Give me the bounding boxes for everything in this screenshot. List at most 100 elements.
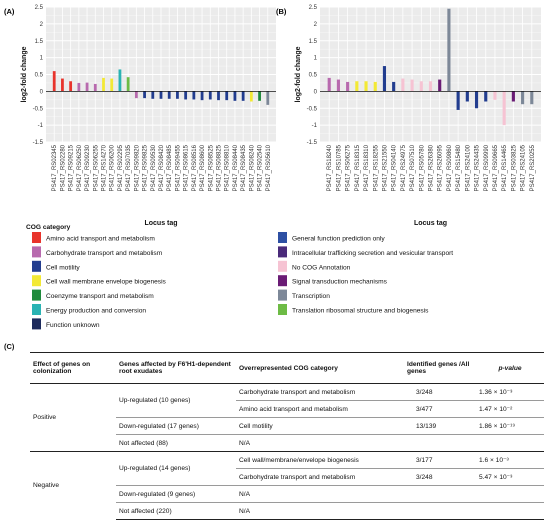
y-tick-label: -1: [312, 123, 318, 129]
bar: [428, 81, 433, 92]
legend-swatch: [278, 289, 287, 301]
legend-swatch: [32, 304, 41, 315]
table-row: Amino acid transport and metabolism 3/47…: [30, 400, 544, 418]
x-tick-label: PS417_RS02280: [60, 144, 66, 191]
bar: [355, 81, 359, 92]
y-tick-label: -0.5: [307, 106, 318, 112]
legend-swatch: [32, 246, 41, 258]
y-tick-label: 0.5: [309, 73, 318, 79]
y-tick-label: 0: [40, 89, 44, 95]
table-row: Down-regulated (17 genes) Cell motility …: [30, 417, 544, 435]
bar: [249, 91, 253, 102]
legend-item-label: Transcription: [292, 293, 330, 300]
x-tick-label: PS417_RS09825: [143, 144, 149, 191]
results-table: Effect of genes on colonization Genes af…: [30, 352, 544, 520]
bar: [233, 91, 237, 101]
y-axis-title: log2-fold change: [295, 46, 302, 102]
legend-item-label: Energy production and conversion: [46, 308, 146, 315]
bar: [364, 81, 368, 92]
cog-cell: Carbohydrate transport and metabolism: [239, 388, 356, 396]
bar: [69, 81, 73, 92]
p-value-cell: 5.47 × 10⁻³: [476, 468, 544, 486]
x-tick-label: PS417_RS07035: [126, 144, 132, 191]
cog-cell: N/A: [236, 434, 404, 452]
y-tick-label: -1: [38, 123, 44, 129]
y-tick-label: 2: [314, 22, 318, 28]
cog-cell: Cell motility: [236, 417, 404, 435]
legend-item-label: Translation ribosomal structure and biog…: [292, 308, 429, 315]
bar: [373, 81, 377, 92]
x-tick-label: PS417_RS09455: [175, 144, 181, 191]
legend-swatch: [278, 260, 287, 272]
table-row: Not affected (88) N/A: [30, 434, 544, 452]
bar: [346, 81, 350, 92]
bar: [225, 91, 229, 101]
header-effect: Effect of genes on colonization: [30, 352, 116, 384]
x-tick-label: PS417_RS03825: [511, 144, 517, 191]
legend-item-label: Amino acid transport and metabolism: [46, 236, 155, 243]
x-tick-label: PS417_RS24975: [401, 144, 407, 191]
y-tick-label: -1.5: [33, 140, 44, 146]
table-header-row: Effect of genes on colonization Genes af…: [30, 352, 544, 384]
effect-positive: Positive: [33, 414, 57, 421]
y-tick-label: 2: [40, 22, 44, 28]
x-tick-label: PS417_RS09230: [85, 144, 91, 191]
x-tick-label: PS417_RS18240: [327, 144, 333, 191]
y-tick-label: -0.5: [33, 106, 44, 112]
bar: [184, 91, 188, 100]
legend-swatch: [32, 318, 41, 330]
cog-cell: N/A: [236, 485, 404, 503]
legend-item-label: Intracellular trafficking secretion and …: [292, 250, 453, 257]
legend-swatch: [32, 260, 41, 272]
y-tick-label: 1.5: [35, 39, 44, 45]
x-tick-label: PS417_RS02345: [52, 144, 58, 191]
bar: [126, 77, 130, 92]
table-row: Negative Up-regulated (14 genes) Cell wa…: [30, 451, 544, 520]
x-tick-label: PS417_RS02295: [118, 144, 124, 191]
bar: [85, 82, 89, 92]
x-axis-title: Locus tag: [414, 220, 447, 227]
count-cell: 3/177: [404, 451, 476, 469]
x-tick-label: PS417_RS08516: [192, 144, 198, 191]
table-row: Positive Up-regulated (10 genes) Carbohy…: [30, 384, 544, 422]
y-tick-label: 0.5: [35, 73, 44, 79]
x-tick-label: PS417_RS20255: [530, 144, 536, 191]
bar: [167, 91, 171, 99]
x-tick-label: PS417_RS09530: [151, 144, 157, 191]
count-cell: 3/248: [404, 468, 476, 486]
table-row: Carbohydrate transport and metabolism 3/…: [30, 468, 544, 486]
group-label: Up-regulated (14 genes): [116, 451, 236, 486]
x-tick-label: PS417_RS08525: [208, 144, 214, 191]
x-tick-label: PS417_RS09860: [447, 144, 453, 191]
bar: [52, 71, 56, 92]
legend-item-label: Cell motility: [46, 264, 80, 271]
x-tick-label: PS417_RS09215: [69, 144, 75, 191]
bar: [465, 91, 469, 102]
y-tick-label: 0: [314, 89, 318, 95]
legend-item-label: Cell wall membrane envelope biogenesis: [46, 279, 167, 286]
x-tick-label: PS417_RS02540: [258, 144, 264, 191]
legend-title: COG category: [26, 224, 71, 231]
bar: [419, 81, 423, 92]
x-tick-label: PS417_RS14270: [102, 144, 108, 191]
p-value-cell: 1.47 × 10⁻²: [476, 400, 544, 418]
y-tick-label: 2.5: [309, 5, 318, 11]
bar: [401, 78, 405, 92]
panel-a-label: (A): [4, 7, 15, 16]
cog-cell: N/A: [236, 502, 404, 520]
bar: [502, 91, 506, 126]
bar: [159, 91, 163, 99]
x-tick-label: PS417_RS04140: [392, 144, 398, 191]
bar: [200, 91, 204, 101]
y-tick-label: 1.5: [309, 39, 318, 45]
legend-item-label: No COG Annotation: [292, 264, 351, 271]
panel-c-label: (C): [4, 342, 15, 351]
x-tick-label: PS417_RS24435: [475, 144, 481, 191]
x-tick-label: PS417_RS08615: [184, 144, 190, 191]
x-tick-label: PS417_RS06200: [110, 144, 116, 191]
group-label: Not affected (220): [116, 502, 236, 520]
bar: [143, 91, 146, 99]
legend-item-label: Function unknown: [46, 322, 100, 329]
y-axis-title: log2-fold change: [21, 46, 28, 102]
